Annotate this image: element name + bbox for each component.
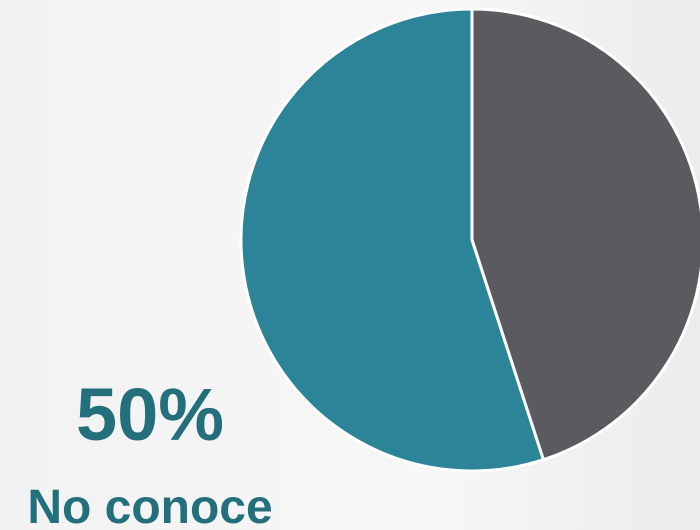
- pie-slice: [239, 7, 545, 473]
- annotation-label: No conoce: [27, 481, 272, 530]
- pie: [239, 7, 700, 473]
- pie-slice: [470, 7, 700, 462]
- annotation-value: 50%: [76, 373, 224, 456]
